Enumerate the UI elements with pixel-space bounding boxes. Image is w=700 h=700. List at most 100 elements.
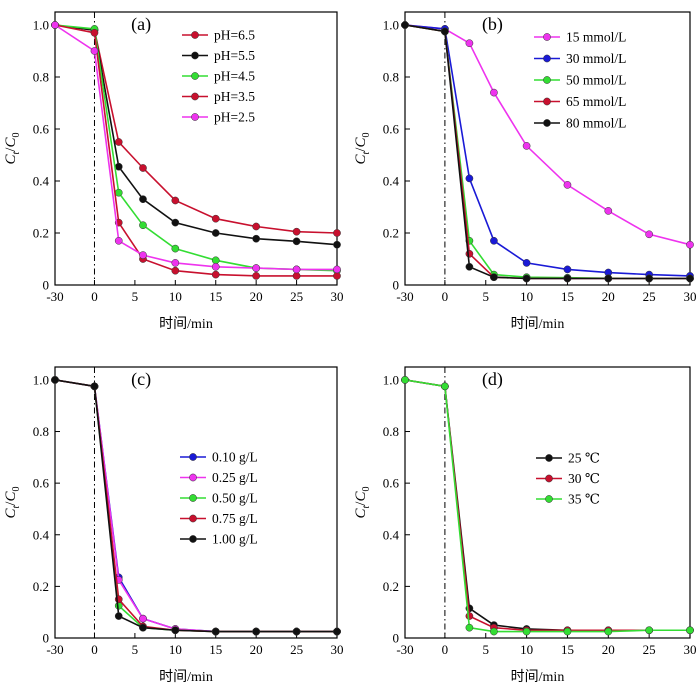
legend-swatch-marker [191, 113, 199, 121]
data-point [171, 218, 180, 227]
data-point [292, 627, 301, 636]
legend-swatch-marker [189, 494, 197, 502]
x-tick-label: 30 [331, 289, 344, 304]
legend-label: 1.00 g/L [212, 532, 258, 547]
legend-swatch-marker [189, 473, 197, 482]
y-label-sub-0: 0 [11, 133, 22, 138]
data-point [522, 142, 531, 150]
x-tick-label: 30 [331, 642, 344, 657]
legend-swatch-marker [545, 495, 553, 503]
data-point [490, 236, 498, 245]
x-tick-label: 20 [250, 642, 263, 657]
data-point [171, 244, 180, 253]
series-line [404, 24, 690, 280]
data-point [686, 626, 694, 635]
series-line [54, 379, 337, 633]
data-point [465, 623, 474, 632]
legend-label: 80 mmol/L [566, 116, 626, 131]
data-point [490, 627, 498, 636]
data-point [51, 376, 59, 384]
data-point [90, 382, 99, 391]
data-point [114, 138, 123, 146]
y-label-c: C [3, 153, 19, 164]
legend-swatch-marker [543, 54, 551, 63]
panel-d: -30 0 5 10 15 20 25 3000.20.40.60.81.0时间/minCt/… [353, 366, 697, 685]
y-axis-label: Ct/C0 [3, 487, 22, 519]
x-tick-label: 25 [290, 642, 303, 657]
x-tick-label: 20 [602, 289, 615, 304]
data-point [171, 259, 180, 267]
data-point [522, 274, 531, 283]
y-tick-label: 0 [43, 278, 50, 293]
x-tick-label: 25 [290, 289, 303, 304]
data-point [114, 188, 123, 197]
data-point [333, 229, 341, 237]
x-tick-label: 5 [483, 642, 490, 657]
y-axis-label: Ct/C0 [353, 487, 372, 519]
legend-swatch-marker [191, 92, 199, 101]
data-point [252, 234, 261, 243]
data-point [465, 262, 474, 271]
y-tick-label: 0.2 [383, 579, 399, 594]
legend-label: 35 ℃ [568, 492, 600, 507]
x-tick-label: 10 [520, 642, 533, 657]
data-point [292, 227, 301, 236]
y-label-sub-t: t [361, 505, 372, 508]
x-axis-label: 时间/min [159, 669, 213, 685]
legend-swatch-marker [543, 33, 551, 41]
legend-swatch-marker [189, 453, 197, 461]
y-label-c0: C [353, 137, 369, 148]
y-tick-label: 0 [43, 631, 50, 646]
y-label-c0: C [3, 137, 19, 148]
y-tick-label: 0.2 [33, 579, 49, 594]
x-tick-label: 30 [684, 289, 697, 304]
legend-label: pH=3.5 [214, 89, 255, 104]
y-tick-label: 1.0 [383, 372, 399, 387]
y-tick-label: 0.6 [383, 122, 400, 137]
legend-label: pH=6.5 [214, 28, 255, 43]
data-point [51, 21, 59, 29]
data-point [252, 222, 261, 231]
data-point [563, 274, 572, 283]
y-tick-label: 1.0 [383, 18, 399, 33]
y-tick-label: 0 [393, 631, 400, 646]
data-point [139, 221, 147, 230]
data-point [114, 612, 123, 620]
series-line [404, 379, 690, 633]
y-label-sub-0: 0 [361, 487, 372, 492]
series-5 [51, 21, 341, 274]
x-tick-label: 0 [91, 289, 98, 304]
data-point [401, 376, 409, 384]
legend-label: pH=2.5 [214, 110, 255, 125]
data-point [490, 88, 498, 97]
series-5 [51, 376, 341, 636]
x-tick-label: -30 [396, 642, 413, 657]
y-label-slash: / [3, 501, 19, 506]
plot-frame [404, 366, 691, 639]
x-tick-label: 20 [602, 642, 615, 657]
data-point [171, 266, 180, 275]
data-point [645, 230, 654, 239]
data-point [333, 272, 341, 280]
legend-swatch-marker [543, 76, 551, 84]
x-tick-label: 15 [209, 289, 222, 304]
legend-label: 30 mmol/L [566, 51, 626, 66]
series-2 [51, 21, 341, 249]
legend-label: 50 mmol/L [566, 73, 626, 88]
panel-label: (b) [482, 14, 503, 35]
panel-label: (a) [131, 14, 151, 35]
x-tick-label: 0 [91, 642, 98, 657]
x-tick-label: 25 [643, 642, 656, 657]
x-tick-label: 5 [132, 642, 139, 657]
data-point [292, 237, 301, 246]
data-point [90, 47, 99, 55]
data-point [465, 249, 474, 258]
x-tick-label: 15 [209, 642, 222, 657]
y-tick-label: 0.4 [383, 174, 400, 189]
data-point [604, 627, 613, 636]
legend-label: pH=4.5 [214, 69, 255, 84]
y-tick-label: 1.0 [33, 372, 49, 387]
y-label-c0: C [3, 491, 19, 502]
y-label-slash: / [353, 147, 369, 152]
y-tick-label: 0.4 [33, 527, 50, 542]
